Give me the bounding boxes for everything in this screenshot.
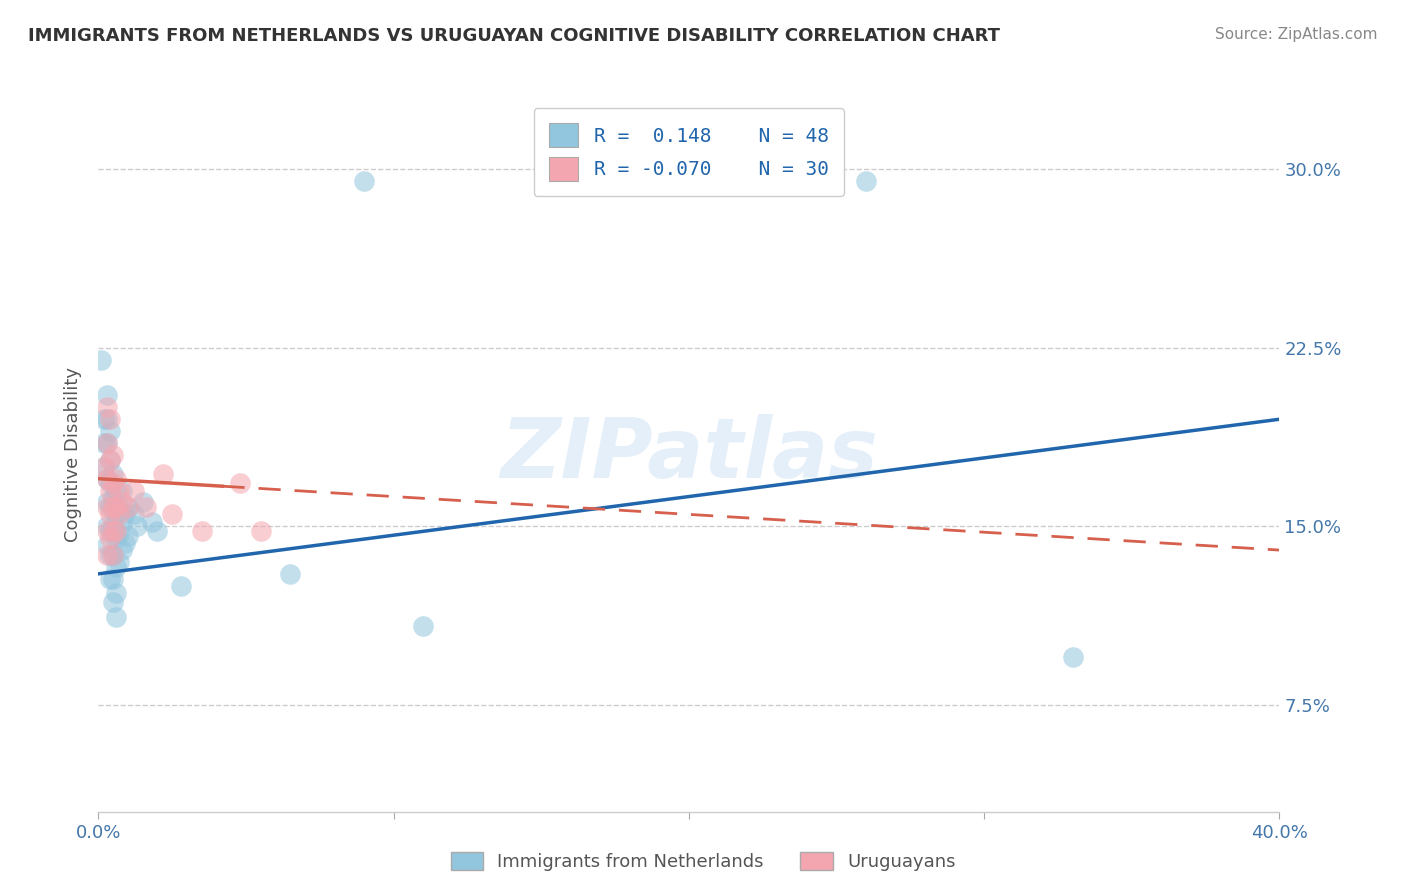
- Point: [96, 524, 118, 538]
- Point: [105, 586, 128, 600]
- Point: [135, 500, 157, 515]
- Point: [103, 595, 125, 609]
- Point: [111, 515, 134, 529]
- Point: [105, 500, 128, 515]
- Point: [96, 436, 118, 450]
- Point: [278, 566, 302, 581]
- Text: ZIPatlas: ZIPatlas: [501, 415, 877, 495]
- Point: [114, 536, 136, 550]
- Point: [105, 559, 128, 574]
- Point: [108, 508, 131, 522]
- Point: [152, 467, 174, 481]
- Point: [96, 538, 118, 552]
- Point: [117, 529, 139, 543]
- Point: [103, 476, 125, 491]
- Y-axis label: Cognitive Disability: Cognitive Disability: [65, 368, 83, 542]
- Point: [103, 467, 125, 481]
- Point: [98, 524, 121, 538]
- Point: [170, 579, 193, 593]
- Point: [98, 572, 121, 586]
- Point: [250, 524, 273, 538]
- Point: [96, 548, 118, 562]
- Point: [96, 500, 118, 515]
- Point: [132, 495, 155, 509]
- Point: [98, 476, 121, 491]
- Point: [93, 459, 115, 474]
- Point: [96, 472, 118, 486]
- Point: [103, 448, 125, 462]
- Point: [105, 472, 128, 486]
- Point: [103, 519, 125, 533]
- Text: IMMIGRANTS FROM NETHERLANDS VS URUGUAYAN COGNITIVE DISABILITY CORRELATION CHART: IMMIGRANTS FROM NETHERLANDS VS URUGUAYAN…: [28, 27, 1000, 45]
- Point: [855, 174, 877, 188]
- Point: [98, 548, 121, 562]
- Point: [93, 412, 115, 426]
- Point: [98, 531, 121, 545]
- Point: [103, 500, 125, 515]
- Point: [103, 572, 125, 586]
- Point: [108, 526, 131, 541]
- Point: [103, 491, 125, 505]
- Point: [103, 524, 125, 538]
- Point: [98, 500, 121, 515]
- Point: [108, 555, 131, 569]
- Point: [98, 452, 121, 467]
- Point: [93, 459, 115, 474]
- Point: [108, 483, 131, 498]
- Point: [103, 548, 125, 562]
- Point: [117, 500, 139, 515]
- Point: [96, 472, 118, 486]
- Point: [162, 508, 183, 522]
- Point: [191, 524, 214, 538]
- Point: [122, 508, 145, 522]
- Point: [98, 483, 121, 498]
- Point: [141, 515, 163, 529]
- Point: [90, 352, 112, 367]
- Point: [105, 483, 128, 498]
- Point: [103, 548, 125, 562]
- Point: [353, 174, 375, 188]
- Point: [229, 476, 252, 491]
- Legend: Immigrants from Netherlands, Uruguayans: Immigrants from Netherlands, Uruguayans: [443, 845, 963, 879]
- Point: [98, 508, 121, 522]
- Point: [105, 531, 128, 545]
- Point: [96, 401, 118, 415]
- Point: [1062, 650, 1084, 665]
- Point: [96, 412, 118, 426]
- Text: Source: ZipAtlas.com: Source: ZipAtlas.com: [1215, 27, 1378, 42]
- Point: [98, 412, 121, 426]
- Point: [117, 500, 139, 515]
- Point: [105, 609, 128, 624]
- Point: [111, 483, 134, 498]
- Point: [96, 436, 118, 450]
- Point: [98, 424, 121, 438]
- Legend: R =  0.148    N = 48, R = -0.070    N = 30: R = 0.148 N = 48, R = -0.070 N = 30: [533, 108, 845, 196]
- Point: [96, 519, 118, 533]
- Point: [412, 619, 434, 633]
- Point: [122, 483, 145, 498]
- Point: [93, 436, 115, 450]
- Point: [96, 495, 118, 509]
- Point: [98, 452, 121, 467]
- Point: [108, 500, 131, 515]
- Point: [146, 524, 169, 538]
- Point: [125, 519, 148, 533]
- Point: [114, 508, 136, 522]
- Point: [105, 508, 128, 522]
- Point: [105, 524, 128, 538]
- Point: [96, 388, 118, 402]
- Point: [111, 543, 134, 558]
- Point: [111, 495, 134, 509]
